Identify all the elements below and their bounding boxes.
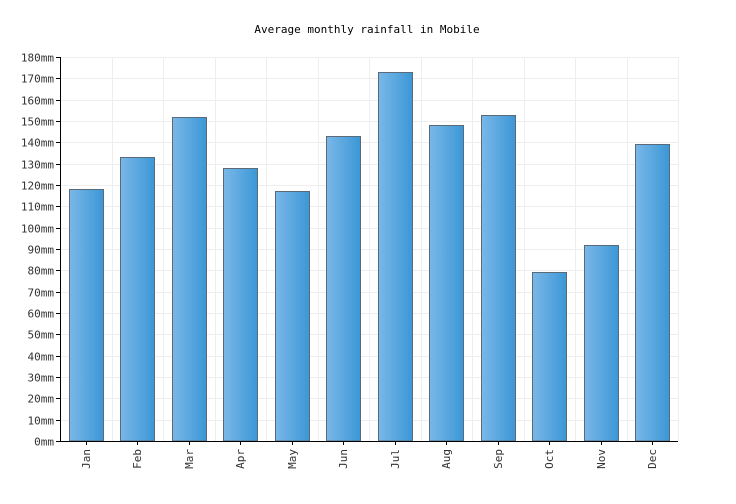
y-tick-label: 160mm: [21, 95, 54, 108]
y-tick-label: 50mm: [28, 329, 55, 342]
y-tick-label: 70mm: [28, 287, 55, 300]
x-tick-label-dec: Dec: [646, 449, 659, 469]
x-tick-label-jan: Jan: [80, 449, 93, 469]
bar-aug: [429, 125, 464, 442]
y-tick-label: 120mm: [21, 180, 54, 193]
x-tick-label-feb: Feb: [131, 449, 144, 469]
bar-oct: [532, 272, 567, 442]
x-tick-label-may: May: [286, 449, 299, 469]
y-tick-label: 0mm: [34, 436, 54, 449]
y-tick-label: 130mm: [21, 159, 54, 172]
y-tick-label: 150mm: [21, 116, 54, 129]
x-tick-label-nov: Nov: [595, 449, 608, 469]
x-tick-label-sep: Sep: [492, 449, 505, 469]
bar-feb: [120, 157, 155, 442]
y-tick-label: 60mm: [28, 308, 55, 321]
bar-may: [275, 191, 310, 442]
bar-mar: [172, 117, 207, 442]
y-tick-label: 140mm: [21, 137, 54, 150]
x-tick-label-oct: Oct: [543, 449, 556, 469]
bar-jan: [69, 189, 104, 442]
y-tick-label: 30mm: [28, 372, 55, 385]
x-tick-label-mar: Mar: [183, 449, 196, 469]
y-tick-label: 170mm: [21, 73, 54, 86]
y-axis-ticks: 0mm 10mm 20mm 30mm 40mm 50mm 60mm 70mm 80mm 90mm 1…: [21, 52, 60, 449]
axes: [60, 57, 678, 442]
bar-apr: [223, 168, 258, 442]
y-tick-label: 80mm: [28, 265, 55, 278]
bar-dec: [635, 144, 670, 442]
y-tick-label: 10mm: [28, 415, 55, 428]
y-tick-label: 180mm: [21, 52, 54, 65]
bar-nov: [584, 245, 619, 442]
y-tick-label: 100mm: [21, 223, 54, 236]
y-tick-label: 110mm: [21, 201, 54, 214]
y-tick-label: 90mm: [28, 244, 55, 257]
x-tick-label-jul: Jul: [389, 449, 402, 469]
x-tick-label-aug: Aug: [440, 449, 453, 469]
bar-jun: [326, 136, 361, 442]
chart-title: Average monthly rainfall in Mobile: [254, 23, 479, 36]
y-tick-label: 20mm: [28, 393, 55, 406]
x-tick-label-apr: Apr: [234, 449, 247, 469]
bar-jul: [378, 72, 413, 442]
y-tick-label: 40mm: [28, 351, 55, 364]
x-tick-label-jun: Jun: [337, 449, 350, 469]
bar-sep: [481, 115, 516, 442]
x-axis-ticks: Jan Feb Mar Apr May Jun Jul Aug Sep Oct Nov Dec: [80, 441, 659, 469]
bars: [69, 72, 670, 442]
